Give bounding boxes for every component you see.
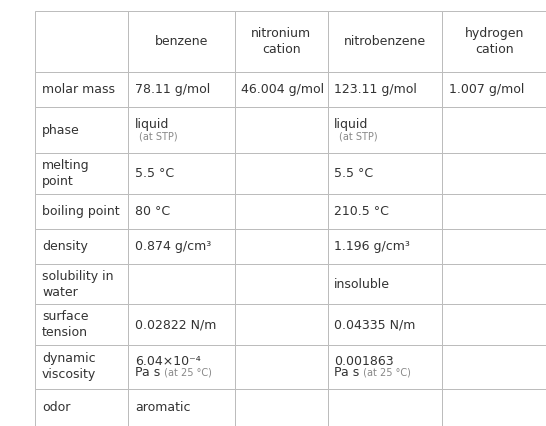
- Text: (at STP): (at STP): [139, 131, 178, 141]
- Text: 0.02822 N/m: 0.02822 N/m: [135, 318, 216, 331]
- Bar: [235, 345, 328, 389]
- Text: aromatic: aromatic: [135, 401, 191, 414]
- Text: 46.004 g/mol: 46.004 g/mol: [241, 83, 324, 96]
- Bar: [328, 107, 442, 153]
- Text: phase: phase: [42, 124, 80, 137]
- Bar: [442, 264, 546, 305]
- Bar: [128, 194, 235, 229]
- Bar: [235, 264, 328, 305]
- Text: 5.5 °C: 5.5 °C: [334, 167, 373, 180]
- Bar: [128, 389, 235, 426]
- Bar: [328, 11, 442, 72]
- Bar: [35, 389, 128, 426]
- Bar: [128, 229, 235, 264]
- Text: 123.11 g/mol: 123.11 g/mol: [334, 83, 417, 96]
- Bar: [128, 107, 235, 153]
- Text: nitronium
cation: nitronium cation: [251, 27, 311, 56]
- Text: 78.11 g/mol: 78.11 g/mol: [135, 83, 210, 96]
- Bar: [328, 389, 442, 426]
- Bar: [128, 345, 235, 389]
- Text: benzene: benzene: [155, 35, 208, 48]
- Text: hydrogen
cation: hydrogen cation: [465, 27, 524, 56]
- Text: 6.04×10⁻⁴: 6.04×10⁻⁴: [135, 354, 200, 368]
- Text: 210.5 °C: 210.5 °C: [334, 205, 389, 218]
- Bar: [35, 194, 128, 229]
- Bar: [35, 72, 128, 107]
- Text: liquid: liquid: [135, 118, 169, 131]
- Text: surface
tension: surface tension: [42, 310, 88, 339]
- Bar: [442, 153, 546, 194]
- Text: Pa s: Pa s: [334, 366, 359, 379]
- Bar: [328, 194, 442, 229]
- Text: 0.04335 N/m: 0.04335 N/m: [334, 318, 416, 331]
- Text: (at 25 °C): (at 25 °C): [360, 368, 411, 377]
- Text: 5.5 °C: 5.5 °C: [135, 167, 174, 180]
- Bar: [128, 264, 235, 305]
- Bar: [328, 264, 442, 305]
- Text: dynamic
viscosity: dynamic viscosity: [42, 352, 96, 381]
- Bar: [235, 153, 328, 194]
- Text: molar mass: molar mass: [42, 83, 115, 96]
- Bar: [442, 389, 546, 426]
- Text: 0.001863: 0.001863: [334, 354, 394, 368]
- Bar: [128, 153, 235, 194]
- Bar: [442, 345, 546, 389]
- Bar: [128, 305, 235, 345]
- Bar: [235, 107, 328, 153]
- Bar: [35, 305, 128, 345]
- Bar: [442, 72, 546, 107]
- Bar: [35, 229, 128, 264]
- Bar: [328, 229, 442, 264]
- Text: 1.196 g/cm³: 1.196 g/cm³: [334, 240, 410, 253]
- Text: 1.007 g/mol: 1.007 g/mol: [449, 83, 524, 96]
- Text: density: density: [42, 240, 88, 253]
- Bar: [442, 229, 546, 264]
- Bar: [235, 305, 328, 345]
- Bar: [35, 345, 128, 389]
- Text: Pa s: Pa s: [135, 366, 160, 379]
- Bar: [35, 107, 128, 153]
- Text: solubility in
water: solubility in water: [42, 270, 114, 299]
- Bar: [35, 264, 128, 305]
- Text: 80 °C: 80 °C: [135, 205, 170, 218]
- Bar: [328, 305, 442, 345]
- Bar: [328, 345, 442, 389]
- Text: 0.874 g/cm³: 0.874 g/cm³: [135, 240, 211, 253]
- Bar: [442, 305, 546, 345]
- Text: insoluble: insoluble: [334, 278, 390, 291]
- Bar: [128, 72, 235, 107]
- Bar: [235, 11, 328, 72]
- Bar: [235, 194, 328, 229]
- Text: melting
point: melting point: [42, 159, 90, 188]
- Text: boiling point: boiling point: [42, 205, 120, 218]
- Text: nitrobenzene: nitrobenzene: [344, 35, 426, 48]
- Bar: [235, 389, 328, 426]
- Text: (at STP): (at STP): [339, 131, 377, 141]
- Bar: [442, 11, 546, 72]
- Bar: [128, 11, 235, 72]
- Text: odor: odor: [42, 401, 70, 414]
- Text: liquid: liquid: [334, 118, 369, 131]
- Bar: [442, 194, 546, 229]
- Text: (at 25 °C): (at 25 °C): [161, 368, 212, 377]
- Bar: [442, 107, 546, 153]
- Bar: [35, 11, 128, 72]
- Bar: [328, 72, 442, 107]
- Bar: [328, 153, 442, 194]
- Bar: [235, 229, 328, 264]
- Bar: [235, 72, 328, 107]
- Bar: [35, 153, 128, 194]
